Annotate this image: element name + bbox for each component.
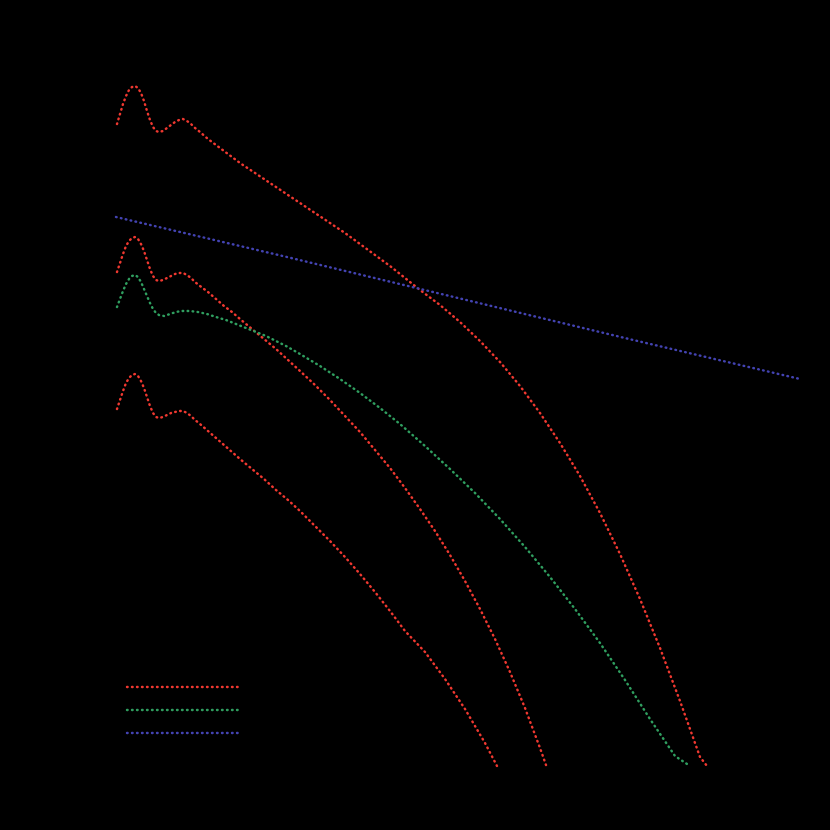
series-red-curve-bottom bbox=[115, 372, 499, 768]
series-blue-line bbox=[114, 215, 802, 381]
series-green-curve bbox=[115, 273, 692, 768]
series-red-curve-middle bbox=[115, 235, 548, 767]
series-lines bbox=[114, 84, 802, 768]
legend bbox=[125, 685, 240, 735]
series-red-curve-top bbox=[115, 84, 709, 768]
